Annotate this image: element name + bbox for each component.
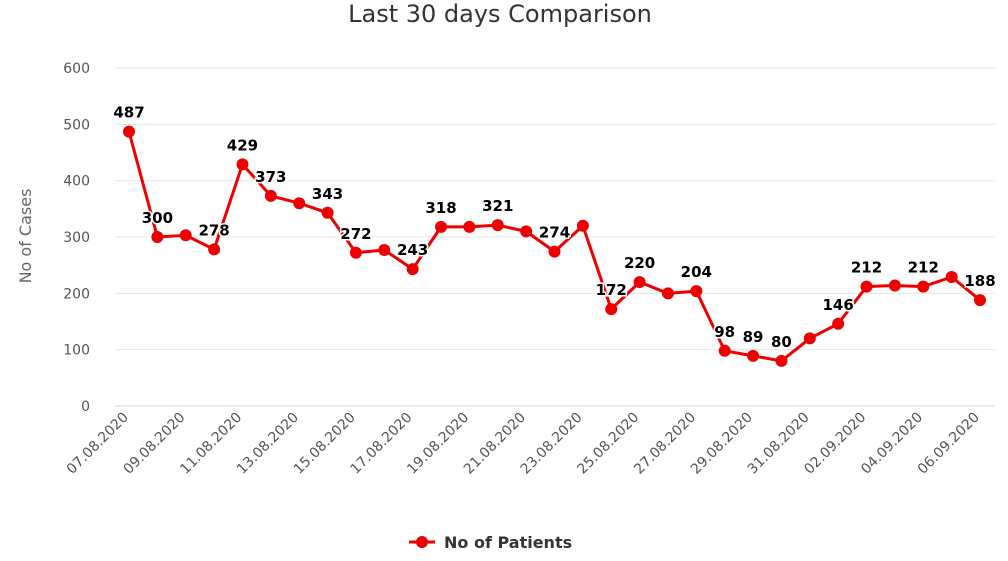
data-point[interactable] (945, 270, 958, 283)
y-tick-label: 400 (63, 174, 90, 190)
data-point[interactable] (917, 280, 930, 293)
data-point[interactable] (661, 287, 674, 300)
series-no-of-patients[interactable] (123, 125, 986, 367)
y-axis-label: No of Cases (16, 189, 35, 284)
data-label: 321 (482, 197, 513, 215)
data-point[interactable] (605, 303, 618, 316)
data-point[interactable] (832, 317, 845, 330)
data-point[interactable] (321, 206, 334, 219)
data-label: 212 (851, 259, 882, 277)
data-point[interactable] (860, 280, 873, 293)
data-label: 243 (397, 241, 428, 259)
data-point[interactable] (775, 354, 788, 367)
x-tick-label: 06.09.2020 (915, 410, 983, 478)
y-tick-label: 100 (63, 343, 90, 359)
y-tick-label: 300 (63, 230, 90, 246)
data-point[interactable] (633, 276, 646, 289)
data-label: 487 (113, 104, 144, 122)
data-label: 278 (198, 221, 229, 239)
data-point[interactable] (123, 125, 135, 138)
data-point[interactable] (264, 189, 277, 202)
y-tick-label: 200 (63, 286, 90, 302)
gridlines (115, 67, 995, 351)
data-label: 212 (908, 259, 939, 277)
data-point[interactable] (236, 158, 249, 171)
data-label: 172 (596, 281, 627, 299)
legend-marker-icon (416, 536, 428, 548)
data-label: 274 (539, 224, 570, 242)
data-point[interactable] (576, 219, 589, 232)
data-label: 373 (255, 168, 286, 186)
chart-title: Last 30 days Comparison (348, 0, 652, 28)
data-point[interactable] (179, 229, 192, 242)
data-label: 300 (142, 209, 173, 227)
y-tick-label: 500 (63, 117, 90, 133)
y-tick-label: 600 (63, 61, 90, 77)
data-label: 343 (312, 185, 343, 203)
legend[interactable]: No of Patients (409, 533, 572, 552)
data-point[interactable] (548, 245, 561, 258)
data-point[interactable] (208, 243, 221, 256)
data-label: 89 (743, 328, 764, 346)
data-label: 272 (340, 225, 371, 243)
x-axis-ticks: 07.08.202009.08.202011.08.202013.08.2020… (64, 410, 983, 478)
data-label: 98 (714, 323, 735, 341)
data-point[interactable] (349, 246, 362, 259)
data-point[interactable] (520, 225, 533, 238)
data-point[interactable] (463, 220, 476, 233)
data-point[interactable] (435, 220, 448, 233)
data-label: 318 (425, 199, 456, 217)
data-point[interactable] (151, 231, 164, 243)
data-label: 429 (227, 136, 258, 154)
data-point[interactable] (803, 332, 816, 345)
legend-label[interactable]: No of Patients (444, 533, 572, 552)
data-point[interactable] (747, 349, 760, 362)
data-label: 80 (771, 333, 792, 351)
data-label: 204 (681, 263, 712, 281)
data-point[interactable] (974, 294, 986, 307)
data-point[interactable] (378, 243, 391, 256)
data-label: 188 (964, 272, 995, 290)
y-axis-ticks: 0 100 200 300 400 500 600 (63, 61, 90, 415)
data-label: 146 (823, 296, 854, 314)
data-point[interactable] (406, 263, 419, 276)
y-tick-label: 0 (81, 399, 90, 415)
data-label: 220 (624, 254, 655, 272)
data-point[interactable] (690, 285, 703, 298)
data-point[interactable] (718, 344, 731, 357)
data-labels: 487 300 278 429 373 343 272 243 318 321 274 172 220 2… (112, 102, 997, 352)
data-point[interactable] (888, 279, 901, 292)
data-point[interactable] (293, 197, 306, 210)
data-point[interactable] (491, 219, 504, 232)
